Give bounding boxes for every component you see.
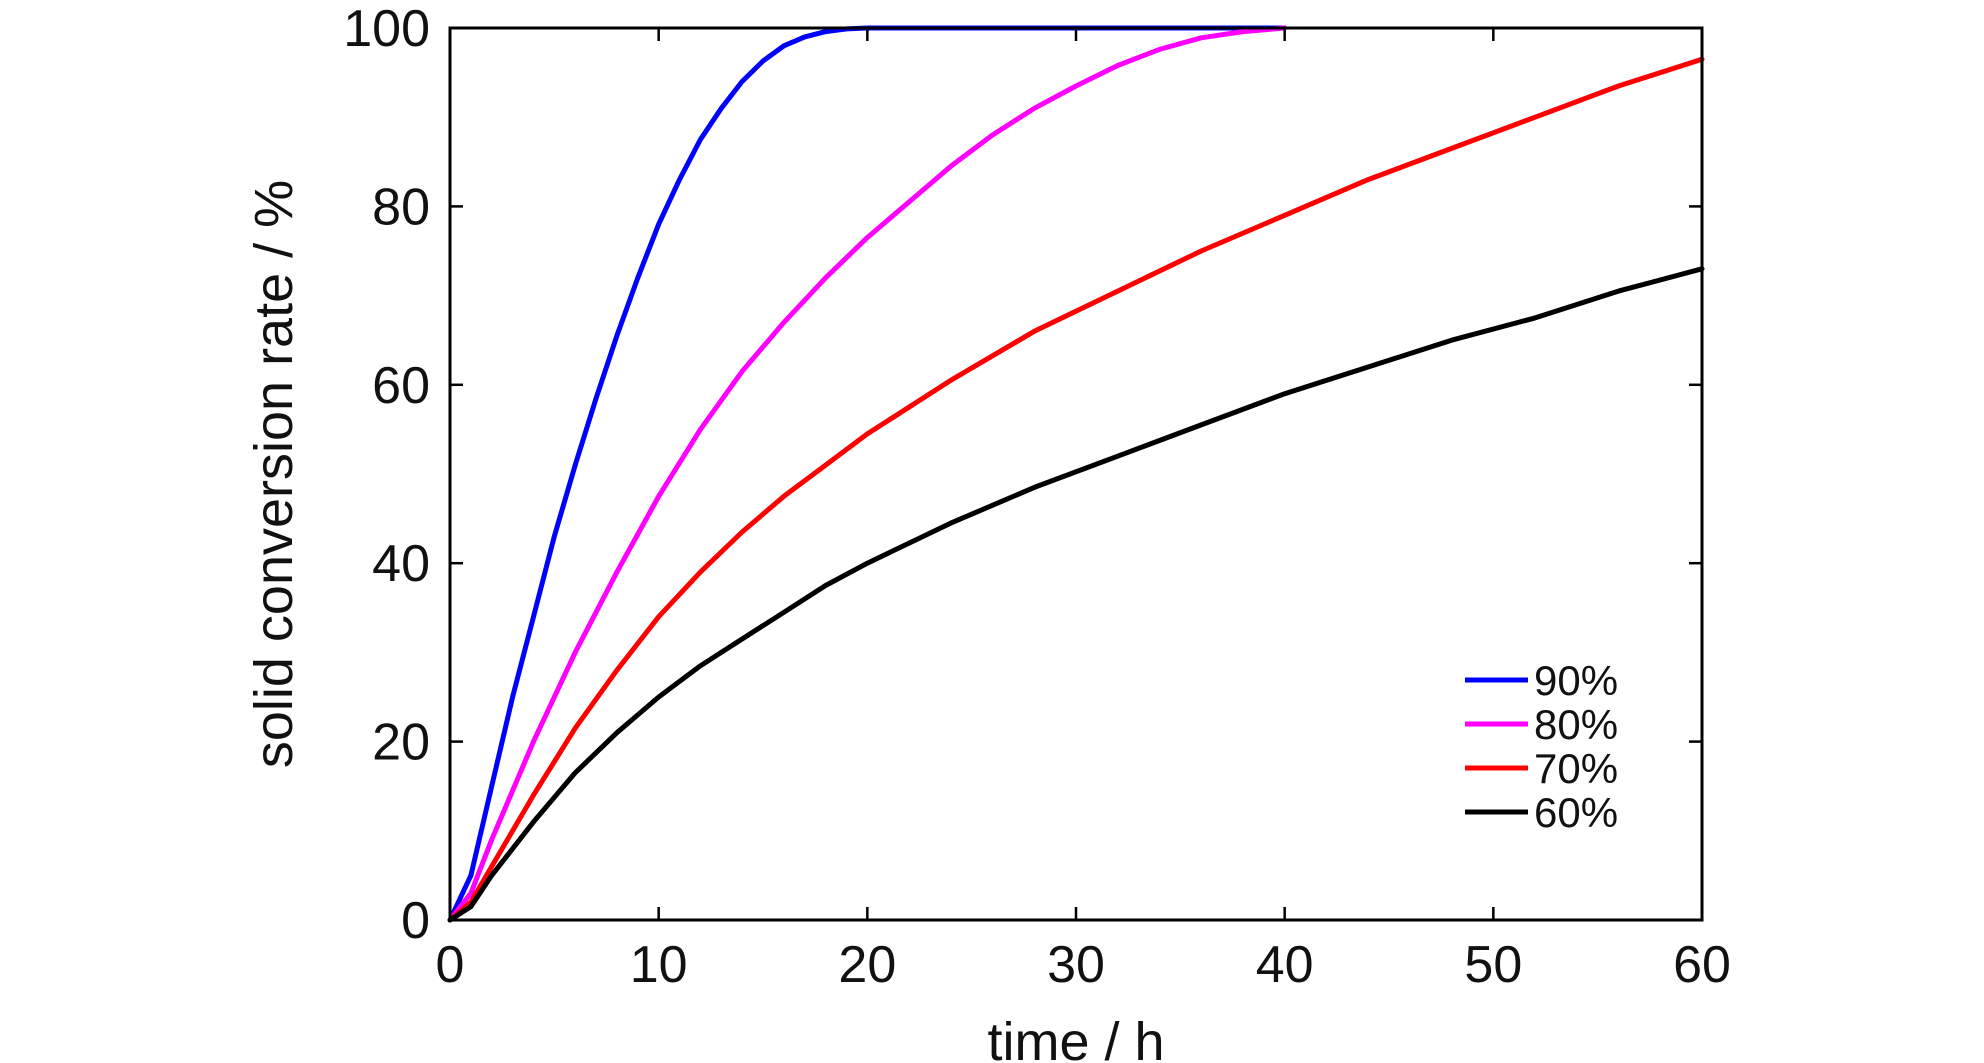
x-tick-label-1: 10	[630, 936, 688, 994]
x-axis-label: time / h	[987, 1012, 1164, 1063]
legend-label-2: 70%	[1534, 745, 1618, 792]
legend-label-0: 90%	[1534, 657, 1618, 704]
y-tick-label-2: 40	[372, 535, 430, 593]
x-tick-label-4: 40	[1256, 936, 1314, 994]
series-line-3	[447, 266, 1705, 923]
y-tick-label-5: 100	[343, 0, 430, 58]
legend-label-1: 80%	[1534, 701, 1618, 748]
x-tick-label-3: 30	[1047, 936, 1105, 994]
x-tick-label-0: 0	[436, 936, 465, 994]
y-axis-label: solid conversion rate / %	[244, 180, 304, 768]
legend-label-3: 60%	[1534, 789, 1618, 836]
tick-layer: 0 10 20 30 40 50 60 0 20 40 60 80 100	[343, 0, 1731, 994]
y-tick-label-1: 20	[372, 714, 430, 772]
y-tick-label-3: 60	[372, 357, 430, 415]
series-line-2	[447, 56, 1705, 923]
x-tick-label-6: 60	[1673, 936, 1731, 994]
legend: 90%80%70%60%	[1465, 657, 1618, 836]
y-tick-label-0: 0	[401, 892, 430, 950]
y-tick-label-4: 80	[372, 178, 430, 236]
x-tick-label-5: 50	[1464, 936, 1522, 994]
series-line-1	[447, 25, 1288, 923]
x-tick-label-2: 20	[838, 936, 896, 994]
